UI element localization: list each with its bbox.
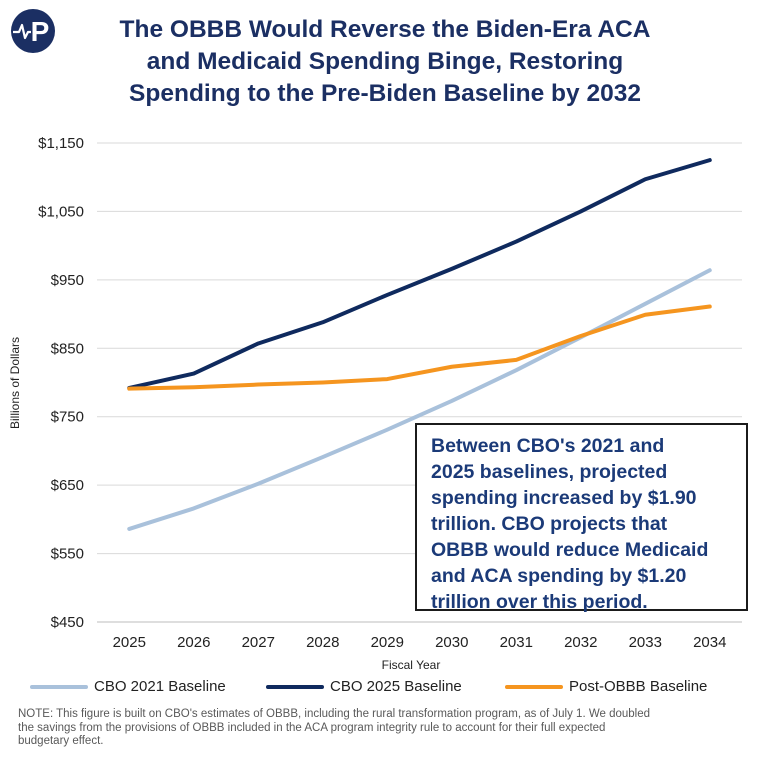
callout-box: Between CBO's 2021 and 2025 baselines, p… <box>415 423 748 613</box>
svg-text:P: P <box>31 16 50 47</box>
legend-label: Post-OBBB Baseline <box>569 678 708 695</box>
x-tick-label: 2033 <box>629 634 662 651</box>
series-line <box>127 304 712 391</box>
x-tick-label: 2026 <box>177 634 210 651</box>
y-tick-label: $1,150 <box>38 135 84 152</box>
legend-label: CBO 2021 Baseline <box>94 678 226 695</box>
x-tick-label: 2027 <box>242 634 275 651</box>
footnote-line: budgetary effect. <box>18 735 104 747</box>
footnote-line: the savings from the provisions of OBBB … <box>18 721 606 734</box>
callout-line: spending increased by $1.90 <box>431 487 697 509</box>
title-line: and Medicaid Spending Binge, Restoring <box>146 48 624 75</box>
x-tick-label: 2025 <box>113 634 146 651</box>
y-tick-label: $450 <box>51 614 84 631</box>
legend-swatch <box>30 684 88 689</box>
x-tick-label: 2029 <box>371 634 404 651</box>
legend-item: CBO 2021 Baseline <box>30 678 226 695</box>
footnote-line: NOTE: This figure is built on CBO's esti… <box>18 708 650 720</box>
y-tick-label: $1,050 <box>38 203 84 220</box>
paragon-logo-icon: P <box>11 9 55 53</box>
logo: P <box>10 8 56 54</box>
callout-line: 2025 baselines, projected <box>431 461 668 483</box>
legend-swatch <box>266 684 324 689</box>
x-tick-label: 2032 <box>564 634 597 651</box>
legend-item: Post-OBBB Baseline <box>505 678 707 695</box>
chart-title: The OBBB Would Reverse the Biden-Era ACA… <box>70 14 700 110</box>
y-axis-label: Billions of Dollars <box>8 337 22 429</box>
y-tick-label: $750 <box>51 409 84 426</box>
title-line: Spending to the Pre-Biden Baseline by 20… <box>129 80 641 107</box>
legend-swatch <box>505 684 563 689</box>
footnote: NOTE: This figure is built on CBO's esti… <box>18 708 743 749</box>
x-tick-label: 2030 <box>435 634 468 651</box>
title-line: The OBBB Would Reverse the Biden-Era ACA <box>119 16 651 43</box>
x-axis-label: Fiscal Year <box>382 658 441 672</box>
x-tick-label: 2028 <box>306 634 339 651</box>
callout-line: trillion over this period. <box>431 591 648 613</box>
callout-line: OBBB would reduce Medicaid <box>431 539 709 561</box>
legend: CBO 2021 Baseline CBO 2025 Baseline Post… <box>0 678 757 700</box>
legend-item: CBO 2025 Baseline <box>266 678 462 695</box>
callout-line: and ACA spending by $1.20 <box>431 565 687 587</box>
series-line <box>127 268 712 531</box>
y-tick-label: $650 <box>51 477 84 494</box>
y-tick-label: $550 <box>51 546 84 563</box>
x-tick-label: 2031 <box>500 634 533 651</box>
y-tick-label: $850 <box>51 340 84 357</box>
series-line <box>127 158 712 390</box>
x-tick-label: 2034 <box>693 634 726 651</box>
y-tick-label: $950 <box>51 272 84 289</box>
callout-line: trillion. CBO projects that <box>431 513 668 535</box>
callout-line: Between CBO's 2021 and <box>431 435 665 457</box>
legend-label: CBO 2025 Baseline <box>330 678 462 695</box>
